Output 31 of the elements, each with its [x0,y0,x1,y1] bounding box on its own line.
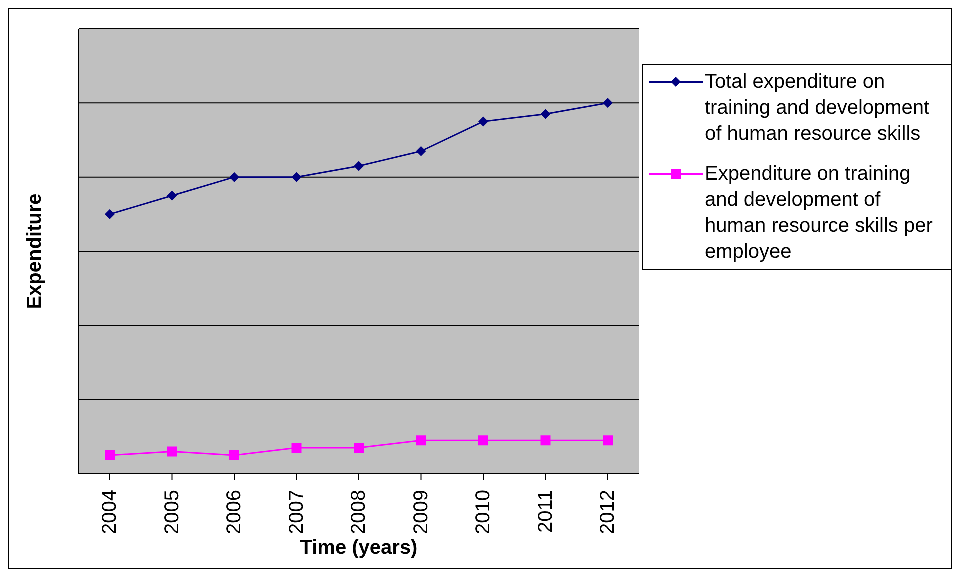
point [603,98,613,108]
point [230,450,240,460]
point [540,109,551,120]
x-tick-label: 2012 [597,490,619,534]
x-tick-label: 2008 [348,490,370,534]
point [603,436,613,446]
legend-label: Expenditure on training and development of human resource skills per employee [705,162,934,265]
x-tick-label: 2009 [410,490,432,534]
x-tick-label: 2010 [472,490,494,534]
point [540,436,551,446]
point [105,450,115,460]
point [167,190,178,201]
point [478,436,488,446]
x-tick-label: 2011 [534,490,557,534]
x-tick-label: 2006 [224,490,246,534]
x-tick-label: 2004 [99,490,121,534]
point [230,172,240,182]
point [478,116,488,127]
x-tick-label: 2007 [286,490,308,534]
x-tick-label: 2005 [161,490,184,534]
point [292,172,302,182]
legend-label: Total expenditure on training and development of human resource skills [705,70,931,147]
point [105,209,115,220]
point [354,161,364,172]
point [167,446,178,457]
point [292,443,302,454]
point [416,436,426,446]
point [416,146,426,156]
x-axis-title: Time (years) [300,537,418,559]
point [354,443,364,454]
y-axis-title: Expenditure [24,194,46,310]
